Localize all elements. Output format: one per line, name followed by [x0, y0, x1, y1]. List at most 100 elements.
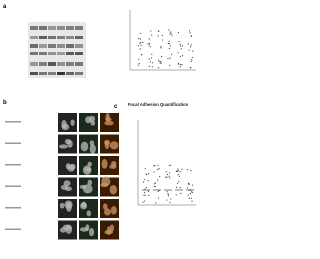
cell: [82, 184, 93, 194]
dot: [169, 64, 171, 66]
dot: [190, 35, 192, 38]
blot-band: [57, 52, 65, 55]
dot: [142, 181, 145, 183]
dot: [137, 45, 139, 47]
dot: [191, 200, 193, 202]
dot: [188, 197, 190, 199]
blot-band: [30, 72, 38, 75]
blot-band: [66, 72, 74, 75]
dot: [190, 44, 192, 46]
dot: [151, 34, 153, 36]
dot: [179, 171, 181, 173]
dot: [147, 190, 150, 192]
dot: [154, 185, 156, 188]
cell: [104, 140, 110, 150]
cell: [85, 116, 92, 124]
dot: [192, 50, 194, 52]
dot: [161, 34, 163, 37]
dot: [150, 57, 153, 59]
blot-band: [75, 52, 83, 55]
dot: [168, 175, 170, 177]
panel-label: c: [114, 104, 118, 110]
dot: [151, 53, 153, 55]
cell: [59, 202, 65, 209]
blot-band: [30, 26, 38, 30]
dot: [187, 194, 189, 196]
dot: [157, 67, 160, 69]
cell: [64, 200, 73, 209]
dot: [148, 194, 150, 196]
dot: [189, 32, 191, 34]
blot-band: [57, 26, 65, 30]
dot: [167, 42, 169, 45]
cell: [87, 161, 92, 167]
dot: [180, 45, 182, 47]
cell: [89, 140, 95, 146]
dot: [169, 33, 171, 35]
dot: [157, 190, 159, 192]
cell: [104, 208, 111, 216]
blot-band: [75, 62, 83, 66]
dot: [186, 187, 189, 189]
dot: [166, 199, 168, 201]
dot: [179, 187, 181, 189]
dot: [170, 32, 172, 34]
panel-label: b: [3, 100, 7, 106]
cell: [58, 144, 68, 149]
dot: [143, 200, 146, 202]
cell: [67, 140, 73, 148]
cell: [81, 201, 87, 208]
dot: [186, 169, 188, 171]
dot: [138, 62, 140, 65]
dot: [159, 175, 161, 178]
cell: [70, 119, 75, 126]
cell: [61, 123, 70, 131]
dot: [169, 57, 171, 59]
dot: [168, 164, 170, 167]
blot-band: [66, 36, 74, 39]
dot: [149, 61, 151, 63]
dot: [180, 63, 182, 66]
blot-band: [39, 72, 47, 75]
cell: [87, 179, 93, 186]
blot-band: [39, 36, 47, 39]
dot: [187, 43, 189, 45]
blot-band: [39, 26, 47, 30]
dot: [144, 167, 146, 170]
dot: [153, 165, 155, 167]
dot: [147, 180, 149, 182]
cell: [100, 182, 109, 188]
dot: [150, 30, 152, 32]
dot: [168, 43, 170, 45]
dot: [157, 179, 159, 181]
dot: [188, 183, 191, 185]
dot: [177, 173, 179, 176]
dot: [157, 30, 160, 32]
cell: [104, 120, 114, 126]
row-label-mark: [5, 121, 21, 123]
dot: [175, 186, 178, 189]
dot: [153, 171, 155, 173]
dot: [188, 49, 190, 51]
dot: [140, 53, 143, 56]
dot: [181, 64, 183, 66]
dot: [160, 47, 162, 49]
dot: [170, 164, 172, 166]
panel-title: Focal Adhesion Quantification: [128, 102, 189, 107]
dot: [148, 65, 150, 67]
dot: [165, 176, 167, 178]
dot: [143, 194, 145, 196]
row-label-mark: [5, 207, 21, 209]
dot: [140, 41, 142, 44]
blot-band: [57, 72, 65, 75]
cell: [64, 186, 72, 192]
cell: [102, 203, 108, 210]
dot: [191, 191, 194, 193]
dot: [180, 48, 182, 50]
dot: [160, 60, 162, 63]
dot: [144, 179, 146, 181]
dot: [139, 38, 141, 40]
dot: [142, 41, 144, 43]
dot: [139, 48, 141, 50]
